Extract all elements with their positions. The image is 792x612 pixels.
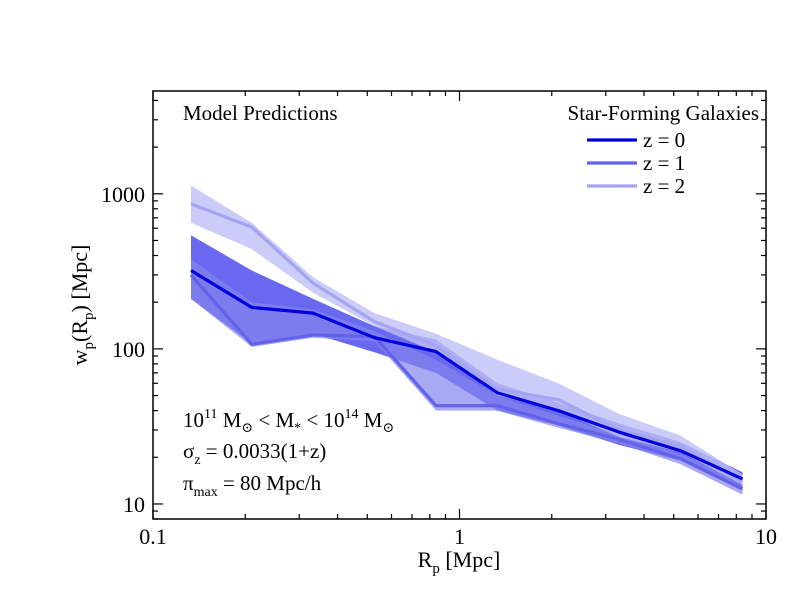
legend-label: z = 0 [643, 128, 685, 152]
legend-label: z = 2 [643, 174, 685, 198]
x-tick-label: 0.1 [139, 524, 167, 549]
band-series-2 [191, 185, 743, 485]
legend-label: z = 1 [643, 151, 685, 175]
legend-title: Star-Forming Galaxies [568, 101, 759, 125]
y-tick-label: 1000 [101, 182, 145, 207]
y-tick-label: 10 [123, 492, 145, 517]
line-series-2 [190, 202, 744, 483]
line-series-0 [190, 269, 744, 481]
x-ticks: 0.1 1 10 [139, 91, 777, 549]
legend: Star-Forming Galaxies z = 0z = 1z = 2 [568, 101, 759, 198]
line-series-1 [189, 273, 744, 491]
y-axis-label: wp(Rp) [Mpc] [67, 245, 97, 366]
legend-items: z = 0z = 1z = 2 [587, 128, 685, 198]
annotation-model-predictions: Model Predictions [183, 101, 338, 125]
series-lines [189, 202, 744, 491]
x-tick-label: 10 [755, 524, 777, 549]
annotation-sigma-z: σz = 0.0033(1+z) [183, 439, 326, 468]
annotation-mass-range: 1011 M⊙ < M* < 1014 M⊙ [183, 407, 394, 436]
annotation-pi-max: πmax = 80 Mpc/h [183, 471, 322, 500]
y-ticks: 10 100 1000 [101, 99, 766, 520]
y-tick-label: 100 [112, 337, 145, 362]
x-axis-label: Rp [Mpc] [418, 547, 501, 577]
x-tick-label: 1 [454, 524, 465, 549]
